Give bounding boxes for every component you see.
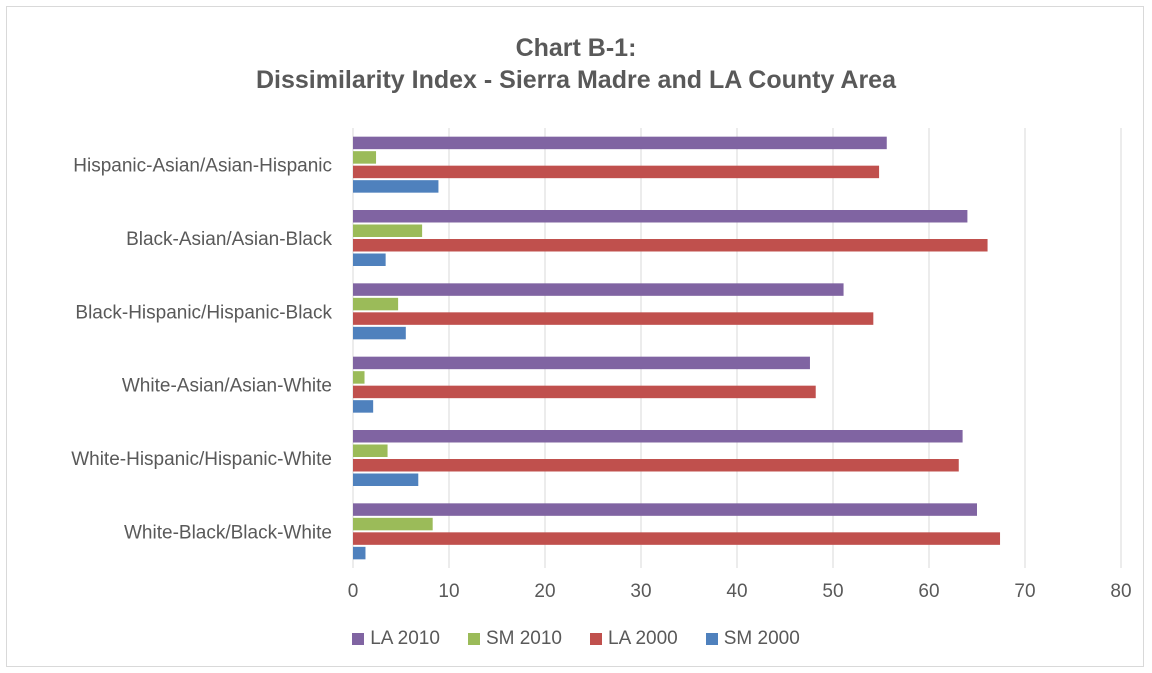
- bar-la-2010: [353, 356, 810, 370]
- bar-la-2010: [353, 136, 887, 150]
- bar-sm-2010: [353, 517, 433, 531]
- bar-la-2000: [353, 385, 816, 399]
- bar-sm-2000: [353, 180, 439, 193]
- x-tick-label: 20: [534, 581, 555, 602]
- category-label: White-Black/Black-White: [124, 522, 332, 543]
- bar-sm-2000: [353, 253, 386, 266]
- bar-la-2000: [353, 459, 959, 472]
- category-label: White-Hispanic/Hispanic-White: [71, 449, 332, 470]
- bar-sm-2000: [353, 326, 406, 340]
- bar-la-2000: [353, 532, 1001, 545]
- legend-item: SM 2000: [705, 628, 800, 650]
- chart-title-line1: Chart B-1:: [515, 34, 637, 62]
- bar-la-2010: [353, 503, 977, 516]
- bar-sm-2010: [353, 444, 388, 457]
- legend-swatch: [352, 633, 365, 645]
- legend-label: SM 2000: [723, 628, 800, 649]
- x-tick-label: 50: [822, 581, 843, 602]
- category-label: Black-Asian/Asian-Black: [126, 229, 332, 250]
- category-label: Black-Hispanic/Hispanic-Black: [75, 302, 332, 323]
- bar-sm-2000: [353, 546, 366, 560]
- chart-frame: [6, 6, 1144, 667]
- category-label: Hispanic-Asian/Asian-Hispanic: [73, 156, 332, 177]
- x-tick-label: 40: [726, 581, 747, 602]
- legend-swatch: [467, 633, 480, 645]
- bar-la-2000: [353, 312, 874, 325]
- x-tick-label: 80: [1110, 581, 1131, 602]
- bar-sm-2010: [353, 151, 377, 164]
- x-tick-label: 0: [348, 581, 359, 602]
- legend-item: SM 2010: [467, 628, 562, 650]
- x-tick-label: 60: [918, 581, 939, 602]
- legend-item: LA 2000: [590, 628, 678, 650]
- bar-sm-2010: [353, 371, 365, 384]
- x-tick-label: 70: [1014, 581, 1035, 602]
- bar-sm-2000: [353, 400, 374, 413]
- bar-sm-2000: [353, 473, 419, 486]
- bar-la-2000: [353, 239, 988, 252]
- legend-swatch: [590, 633, 602, 645]
- legend-label: SM 2010: [485, 628, 562, 649]
- x-tick-label: 30: [630, 581, 651, 602]
- legend-item: LA 2010: [352, 628, 440, 650]
- chart-title-line2: Dissimilarity Index - Sierra Madre and L…: [256, 66, 896, 94]
- chart-legend: LA 2010 SM 2010 LA 2000 SM 2000: [0, 628, 1152, 650]
- bar-sm-2010: [353, 297, 399, 311]
- bar-la-2010: [353, 283, 844, 296]
- legend-label: LA 2000: [608, 628, 678, 649]
- category-label: White-Asian/Asian-White: [122, 376, 332, 397]
- bar-la-2010: [353, 430, 963, 443]
- legend-label: LA 2010: [370, 628, 440, 649]
- legend-swatch: [705, 633, 718, 645]
- x-tick-label: 10: [438, 581, 459, 602]
- bar-la-2000: [353, 165, 880, 179]
- bar-la-2010: [353, 210, 968, 223]
- bar-sm-2010: [353, 224, 423, 237]
